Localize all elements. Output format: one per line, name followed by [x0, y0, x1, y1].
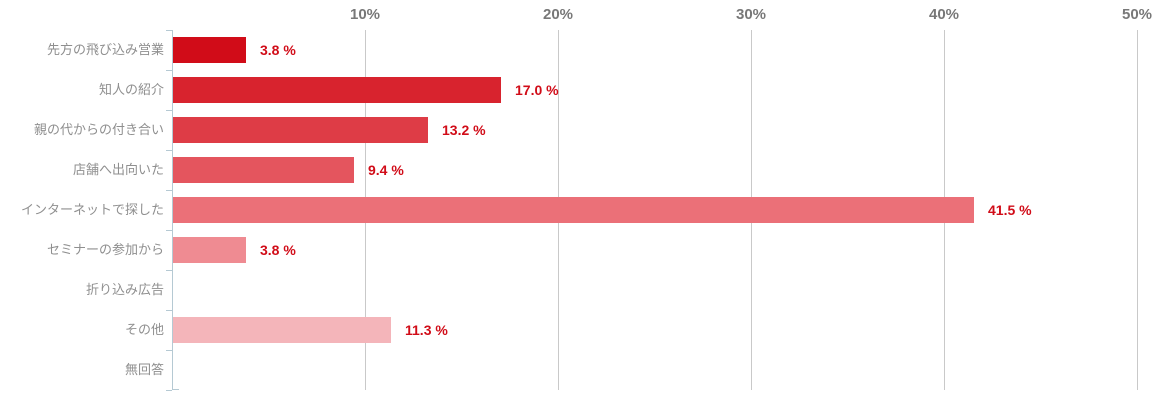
x-axis-tick-label: 40% — [928, 6, 960, 23]
y-axis-tick — [166, 70, 172, 71]
x-axis-tick-label: 30% — [735, 6, 767, 23]
y-axis-tick — [166, 190, 172, 191]
y-axis-tick — [166, 150, 172, 151]
category-label: 先方の飛び込み営業 — [46, 42, 164, 57]
x-axis-tick-label: 20% — [542, 6, 574, 23]
category-label: 店舗へ出向いた — [72, 162, 164, 177]
bar — [173, 157, 354, 183]
category-label: 無回答 — [124, 362, 164, 377]
x-axis-tick-label: 50% — [1121, 6, 1153, 23]
value-label: 3.8 % — [260, 42, 296, 58]
bar — [173, 37, 246, 63]
value-label: 41.5 % — [988, 202, 1032, 218]
value-label: 3.8 % — [260, 242, 296, 258]
category-label: 親の代からの付き合い — [33, 122, 164, 137]
y-axis-tick — [166, 110, 172, 111]
category-label: 折り込み広告 — [85, 282, 164, 297]
y-axis-line — [172, 30, 173, 390]
y-axis-tick — [166, 310, 172, 311]
bar — [173, 77, 501, 103]
value-label: 17.0 % — [515, 82, 559, 98]
y-axis-tick — [166, 230, 172, 231]
y-axis-bottom-tick — [172, 389, 179, 390]
category-label: 知人の紹介 — [98, 82, 164, 97]
value-label: 9.4 % — [368, 162, 404, 178]
bar — [173, 197, 974, 223]
y-axis-tick — [166, 350, 172, 351]
x-axis-tick-label: 10% — [349, 6, 381, 23]
value-label: 11.3 % — [405, 322, 448, 338]
value-label: 13.2 % — [442, 122, 486, 138]
gridline — [1137, 30, 1138, 390]
bar — [173, 237, 246, 263]
bar — [173, 117, 428, 143]
category-label: その他 — [124, 322, 164, 337]
y-axis-tick — [166, 30, 172, 31]
category-label: インターネットで探した — [20, 202, 164, 217]
y-axis-tick — [166, 390, 172, 391]
category-label: セミナーの参加から — [46, 242, 164, 257]
bar — [173, 317, 391, 343]
y-axis-tick — [166, 270, 172, 271]
